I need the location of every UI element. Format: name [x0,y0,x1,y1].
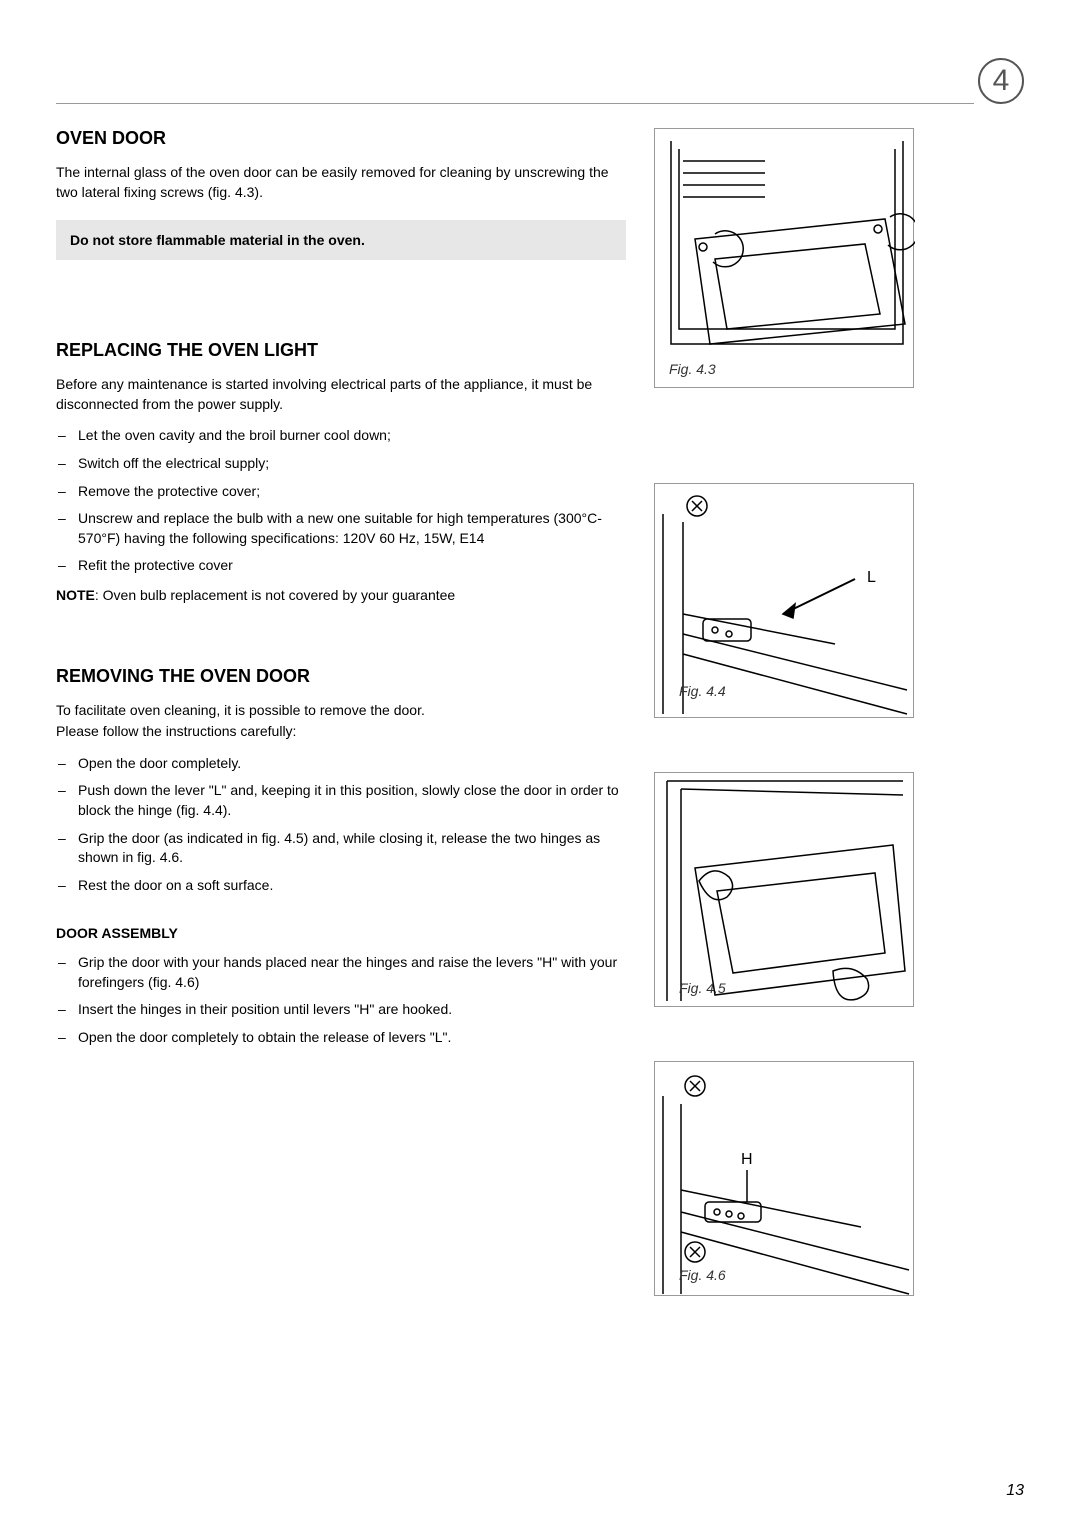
replacing-light-note: NOTE: Oven bulb replacement is not cover… [56,586,626,606]
note-text: : Oven bulb replacement is not covered b… [95,587,455,603]
figure-4-6-caption: Fig. 4.6 [679,1267,726,1283]
section-number-value: 4 [993,64,1010,98]
figure-4-6-label: H [741,1151,753,1168]
oven-door-heading: OVEN DOOR [56,128,626,149]
oven-door-intro: The internal glass of the oven door can … [56,163,626,202]
removing-door-intro1: To facilitate oven cleaning, it is possi… [56,701,626,721]
replacing-light-list: Let the oven cavity and the broil burner… [56,426,626,576]
list-item: Grip the door with your hands placed nea… [56,953,626,992]
replacing-light-heading: REPLACING THE OVEN LIGHT [56,340,626,361]
door-assembly-heading: DOOR ASSEMBLY [56,925,626,941]
list-item: Grip the door (as indicated in fig. 4.5)… [56,829,626,868]
list-item: Unscrew and replace the bulb with a new … [56,509,626,548]
figure-4-5: Fig. 4.5 [654,772,914,1007]
figure-4-5-caption: Fig. 4.5 [679,980,726,996]
list-item: Remove the protective cover; [56,482,626,502]
main-layout: OVEN DOOR The internal glass of the oven… [56,48,1024,1296]
figure-4-5-svg [655,773,915,1008]
figure-4-3: Fig. 4.3 [654,128,914,388]
figure-4-3-svg [655,129,915,389]
page-number: 13 [1006,1482,1024,1500]
list-item: Open the door completely to obtain the r… [56,1028,626,1048]
figure-4-4-label: L [867,569,876,586]
top-rule [56,103,974,104]
warning-text: Do not store flammable material in the o… [70,232,365,248]
replacing-light-intro: Before any maintenance is started involv… [56,375,626,414]
removing-door-list: Open the door completely. Push down the … [56,754,626,896]
figure-4-4: L Fig. 4.4 [654,483,914,718]
section-number-badge: 4 [978,58,1024,104]
warning-box: Do not store flammable material in the o… [56,220,626,260]
note-label: NOTE [56,587,95,603]
door-assembly-list: Grip the door with your hands placed nea… [56,953,626,1047]
list-item: Switch off the electrical supply; [56,454,626,474]
list-item: Push down the lever "L" and, keeping it … [56,781,626,820]
removing-door-intro2: Please follow the instructions carefully… [56,722,626,742]
list-item: Open the door completely. [56,754,626,774]
list-item: Rest the door on a soft surface. [56,876,626,896]
figure-4-4-caption: Fig. 4.4 [679,683,726,699]
right-column: Fig. 4.3 [654,128,914,1296]
left-column: OVEN DOOR The internal glass of the oven… [56,128,626,1296]
figure-4-6: H Fig. 4.6 [654,1061,914,1296]
figure-4-6-svg: H [655,1062,915,1297]
list-item: Let the oven cavity and the broil burner… [56,426,626,446]
list-item: Refit the protective cover [56,556,626,576]
figure-4-3-caption: Fig. 4.3 [669,361,716,377]
removing-door-heading: REMOVING THE OVEN DOOR [56,666,626,687]
list-item: Insert the hinges in their position unti… [56,1000,626,1020]
